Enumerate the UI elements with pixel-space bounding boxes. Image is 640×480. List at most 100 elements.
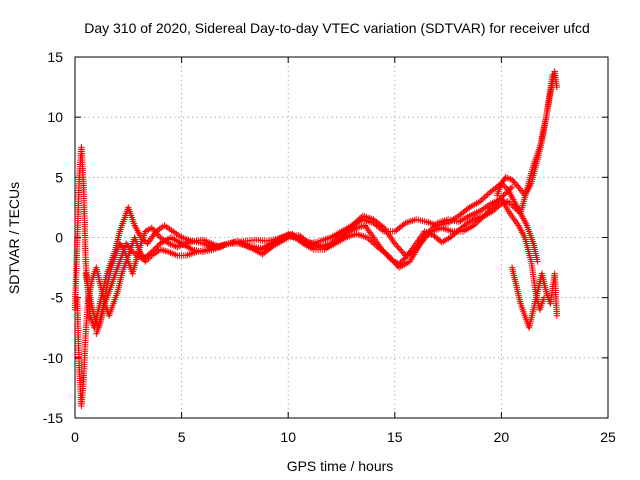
data-point bbox=[426, 227, 434, 234]
data-point bbox=[151, 227, 158, 235]
data-point bbox=[396, 246, 404, 253]
data-point bbox=[472, 220, 479, 228]
data-point bbox=[381, 249, 389, 256]
x-axis-label: GPS time / hours bbox=[287, 458, 394, 474]
data-point bbox=[400, 256, 407, 263]
data-point bbox=[365, 235, 372, 243]
data-point bbox=[383, 251, 390, 258]
data-point bbox=[501, 183, 508, 190]
data-point bbox=[126, 244, 133, 252]
data-point bbox=[149, 247, 157, 254]
data-point bbox=[506, 186, 513, 193]
data-point bbox=[304, 239, 312, 246]
data-point bbox=[401, 255, 408, 262]
data-point bbox=[380, 247, 387, 255]
data-point bbox=[341, 229, 348, 236]
data-point bbox=[534, 258, 541, 265]
data-point bbox=[464, 205, 472, 212]
data-point bbox=[339, 230, 347, 237]
data-point bbox=[353, 218, 360, 225]
data-point bbox=[470, 222, 477, 229]
data-point bbox=[152, 244, 160, 251]
data-point bbox=[425, 229, 432, 236]
data-point bbox=[366, 237, 374, 244]
data-point bbox=[348, 222, 356, 229]
data-point bbox=[395, 244, 402, 252]
data-point bbox=[431, 222, 438, 230]
x-tick-label: 15 bbox=[387, 429, 403, 445]
axis-ticks bbox=[74, 56, 609, 419]
data-point bbox=[154, 243, 161, 250]
data-point bbox=[345, 225, 353, 232]
x-tick-label: 0 bbox=[71, 429, 79, 445]
data-point bbox=[502, 174, 509, 181]
chart-title: Day 310 of 2020, Sidereal Day-to-day VTE… bbox=[84, 20, 590, 36]
data-point bbox=[476, 198, 484, 205]
y-tick-label: 10 bbox=[47, 109, 63, 125]
data-point bbox=[428, 226, 435, 233]
data-point bbox=[394, 243, 401, 250]
data-point bbox=[151, 245, 158, 253]
data-point bbox=[398, 247, 405, 255]
data-point bbox=[146, 225, 154, 232]
data-point bbox=[338, 231, 345, 239]
data-point bbox=[504, 174, 511, 182]
data-point bbox=[423, 230, 430, 238]
data-point bbox=[355, 216, 362, 224]
y-tick-label: -5 bbox=[51, 290, 64, 306]
y-axis-label: SDTVAR / TECUs bbox=[6, 182, 22, 294]
data-point bbox=[397, 259, 404, 266]
data-point bbox=[399, 249, 406, 256]
data-point bbox=[391, 240, 398, 247]
data-point bbox=[507, 201, 515, 208]
y-tick-label: -10 bbox=[43, 350, 63, 366]
data-point bbox=[154, 231, 161, 238]
y-tick-label: 15 bbox=[47, 49, 63, 65]
data-point bbox=[505, 175, 513, 182]
data-point bbox=[473, 219, 480, 226]
data-point bbox=[363, 234, 371, 241]
data-point bbox=[504, 198, 511, 205]
y-tick-label: 5 bbox=[55, 169, 63, 185]
data-point bbox=[553, 312, 561, 319]
data-point bbox=[512, 205, 519, 213]
data-point bbox=[514, 207, 521, 214]
data-point bbox=[400, 221, 408, 228]
data-point bbox=[503, 189, 510, 196]
data-point bbox=[398, 257, 406, 265]
data-point bbox=[392, 241, 400, 249]
data-point bbox=[500, 192, 507, 199]
data-point bbox=[553, 83, 561, 91]
data-point bbox=[344, 226, 351, 233]
data-point bbox=[478, 196, 485, 204]
data-point bbox=[506, 199, 513, 207]
x-tick-label: 25 bbox=[600, 429, 616, 445]
x-tick-labels: 0 5 10 15 20 25 bbox=[71, 429, 616, 445]
y-tick-labels: -15 -10 -5 0 5 10 15 bbox=[43, 49, 63, 426]
data-point bbox=[395, 260, 403, 268]
data-point bbox=[350, 220, 357, 228]
data-point bbox=[149, 226, 157, 233]
data-point bbox=[356, 215, 363, 222]
data-point bbox=[128, 247, 136, 255]
y-tick-label: 0 bbox=[55, 230, 63, 246]
data-point bbox=[507, 185, 514, 192]
x-tick-label: 5 bbox=[178, 429, 186, 445]
data-point bbox=[378, 246, 386, 253]
data-point bbox=[481, 194, 488, 201]
x-tick-label: 20 bbox=[494, 429, 510, 445]
data-point bbox=[155, 232, 163, 240]
data-point bbox=[509, 202, 516, 210]
data-points bbox=[71, 68, 561, 410]
data-point bbox=[504, 187, 511, 195]
data-point bbox=[152, 229, 160, 236]
data-point bbox=[148, 248, 155, 256]
data-point bbox=[347, 223, 354, 231]
data-point bbox=[379, 223, 386, 230]
data-point bbox=[432, 221, 440, 228]
data-point bbox=[482, 192, 490, 200]
data-point bbox=[127, 246, 134, 253]
data-point bbox=[342, 227, 350, 235]
data-point bbox=[510, 204, 518, 211]
